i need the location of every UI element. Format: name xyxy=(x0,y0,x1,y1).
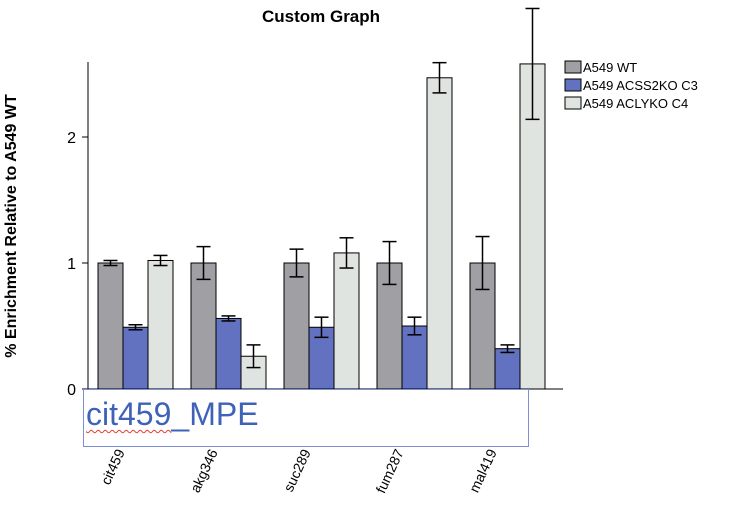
x-tick-label-akg346: akg346 xyxy=(187,446,221,495)
bar-fum287-s1 xyxy=(401,325,428,390)
legend-label-s2: A549 ACLYKO C4 xyxy=(583,96,688,111)
y-tick-label: 2 xyxy=(67,130,76,147)
x-tick-label-suc289: suc289 xyxy=(280,446,314,494)
x-tick-label-cit459: cit459 xyxy=(97,446,127,487)
x-tick-label-fum287: fum287 xyxy=(372,446,406,495)
legend-label-s1: A549 ACSS2KO C3 xyxy=(583,78,698,93)
y-axis-label: % Enrichment Relative to A549 WT xyxy=(3,94,20,358)
legend-swatch-s2 xyxy=(564,96,582,110)
bar-fum287-s2 xyxy=(426,77,453,390)
legend-label-s0: A549 WT xyxy=(583,60,637,75)
label-edit-box[interactable]: cit459_MPE xyxy=(83,389,529,447)
label-edit-rest: _MPE xyxy=(171,396,259,432)
bar-cit459-s2 xyxy=(147,259,174,390)
bar-akg346-s0 xyxy=(190,262,217,390)
label-edit-text[interactable]: cit459_MPE xyxy=(86,396,259,433)
bar-cit459-s0 xyxy=(97,262,124,390)
bar-mal419-s1 xyxy=(494,348,521,390)
y-tick-label: 0 xyxy=(67,382,76,399)
bar-cit459-s1 xyxy=(122,326,149,390)
legend-swatch-s1 xyxy=(564,78,582,92)
label-edit-misspelled-part: cit459 xyxy=(86,396,172,432)
y-tick-label: 1 xyxy=(67,256,76,273)
bar-suc289-s2 xyxy=(333,252,360,390)
bar-suc289-s0 xyxy=(283,262,310,390)
bar-akg346-s1 xyxy=(215,317,242,390)
legend-swatch-s0 xyxy=(564,60,582,74)
x-tick-label-mal419: mal419 xyxy=(466,446,500,495)
chart-title: Custom Graph xyxy=(262,7,380,26)
bar-fum287-s0 xyxy=(376,262,403,390)
